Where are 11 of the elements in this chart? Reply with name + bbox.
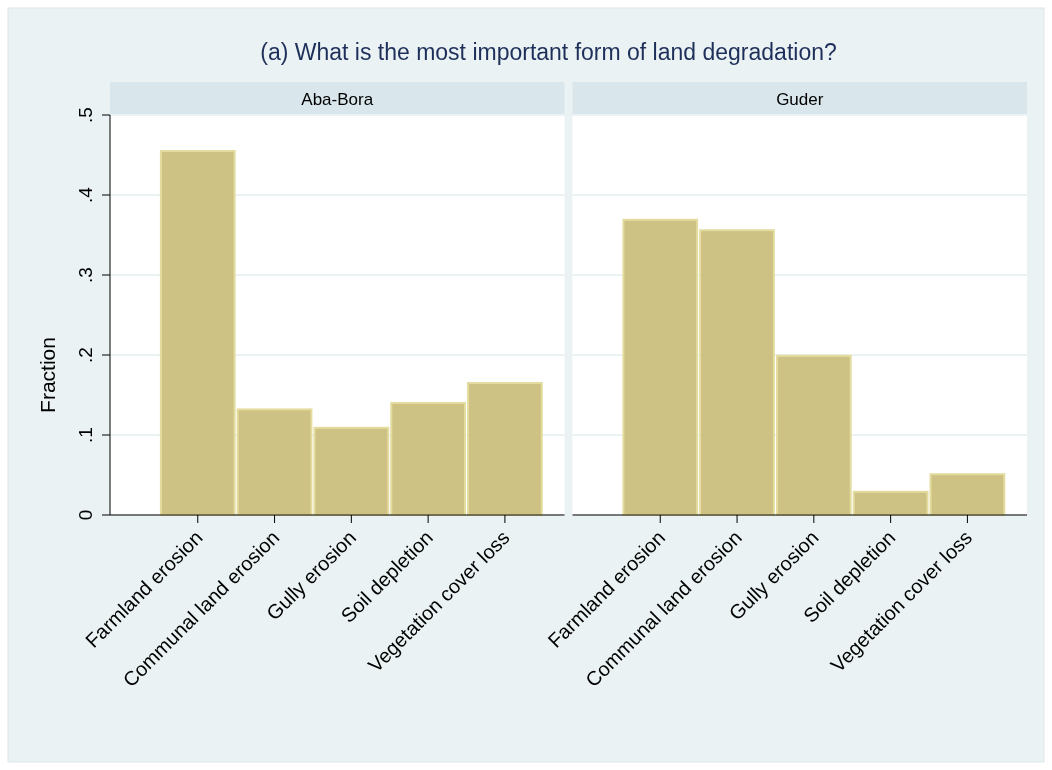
chart-subtitle: Guder	[776, 90, 824, 109]
y-tick-label: .5	[75, 107, 96, 123]
y-tick-label: 0	[75, 509, 96, 521]
chart-subtitle: Aba-Bora	[301, 90, 374, 109]
bar	[929, 473, 1006, 516]
y-tick-label: .3	[75, 267, 96, 283]
y-axis-title: Fraction	[36, 337, 59, 413]
chart-title: (a) What is the most important form of land degradation?	[260, 39, 837, 65]
y-tick-label: .4	[75, 186, 96, 203]
y-tick-label: .1	[75, 427, 96, 443]
y-tick-label: .2	[75, 347, 96, 363]
